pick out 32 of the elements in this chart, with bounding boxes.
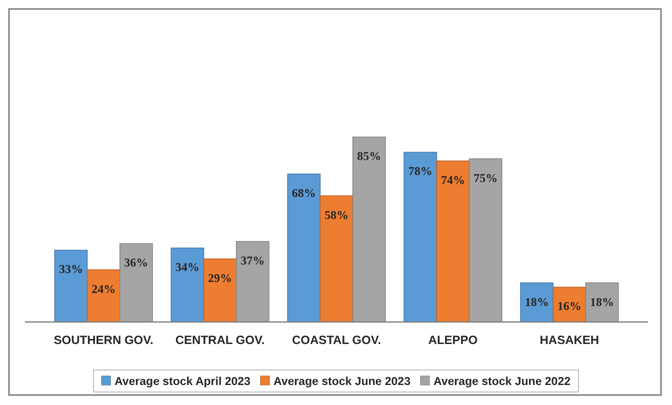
data-label: 74%: [440, 172, 465, 187]
data-label: 58%: [324, 208, 348, 222]
data-label: 75%: [474, 170, 498, 185]
x-tick-label: SOUTHERN GOV.: [54, 333, 154, 348]
bar: [552, 286, 586, 322]
data-label: 16%: [557, 299, 582, 314]
data-label: 33%: [58, 262, 83, 276]
data-label: 68%: [292, 186, 316, 200]
bar: [203, 258, 237, 322]
data-label: 29%: [208, 270, 232, 285]
bar: [86, 269, 120, 322]
data-label: 37%: [240, 253, 265, 268]
bar: [287, 174, 321, 322]
x-tick-label: ALEPPO: [428, 333, 478, 348]
data-label: 24%: [92, 282, 116, 296]
legend-label: Average stock April 2023: [114, 376, 250, 388]
bar: [54, 250, 88, 322]
legend-label: Average stock June 2022: [433, 376, 570, 388]
x-tick-label: HASAKEH: [540, 333, 600, 348]
bar: [436, 160, 470, 322]
bar: [404, 152, 438, 322]
x-tick-label: COASTAL GOV.: [292, 333, 382, 348]
x-tick-label: CENTRAL GOV.: [175, 333, 265, 348]
bar: [170, 248, 204, 322]
data-label: 18%: [590, 294, 614, 309]
legend-label: Average stock June 2023: [273, 376, 410, 388]
data-label: 18%: [524, 294, 549, 309]
data-label: 34%: [175, 260, 200, 274]
bar: [320, 195, 354, 322]
data-label: 36%: [124, 256, 148, 270]
data-label: 78%: [408, 164, 432, 178]
data-label: 85%: [357, 149, 382, 163]
